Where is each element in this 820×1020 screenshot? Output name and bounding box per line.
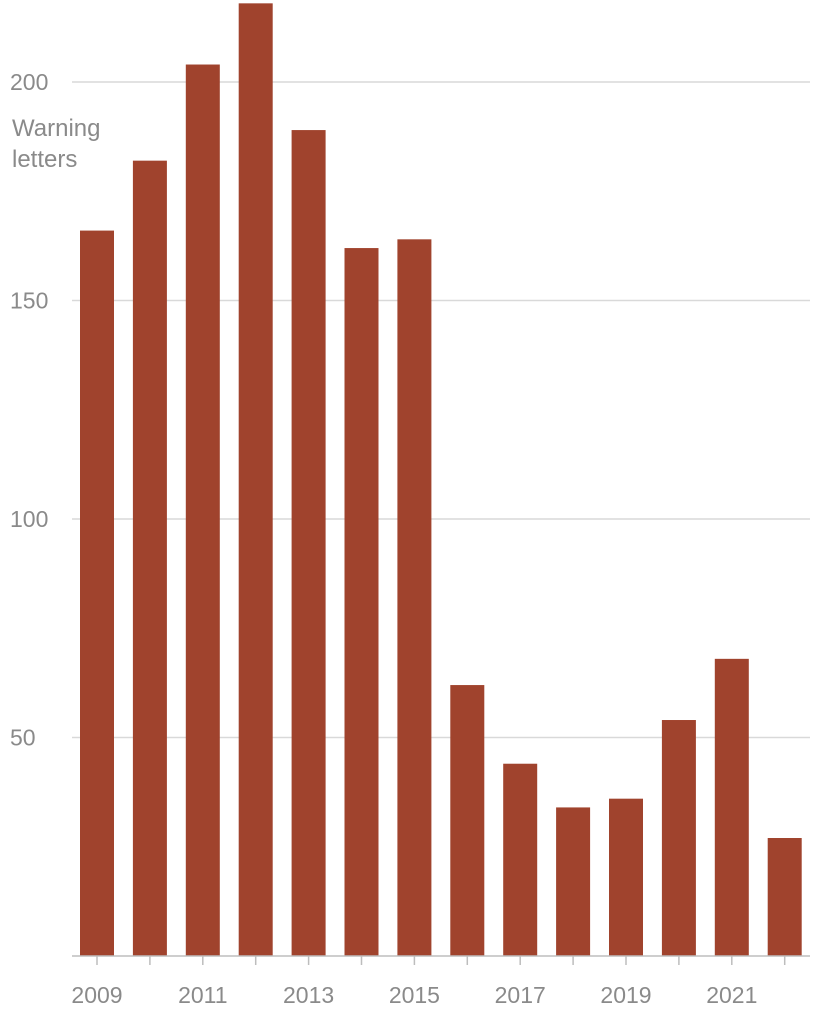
y-axis-ticks: 50 100 150 200 xyxy=(10,69,48,751)
x-tick-label-2019: 2019 xyxy=(600,982,651,1008)
bar-2009 xyxy=(80,230,114,956)
bar-2019 xyxy=(609,798,643,956)
y-tick-label-50: 50 xyxy=(10,725,36,751)
y-tick-label-100: 100 xyxy=(10,506,48,532)
y-axis-title-line-2: letters xyxy=(12,146,77,173)
gridlines xyxy=(72,81,810,739)
bar-2011 xyxy=(185,64,220,956)
y-axis-title: Warning letters xyxy=(12,115,107,173)
bars xyxy=(80,3,802,956)
bar-2010 xyxy=(132,160,167,956)
y-tick-label-200: 200 xyxy=(10,69,48,95)
y-axis-title-line-1: Warning xyxy=(12,115,100,142)
bar-2012 xyxy=(238,3,273,956)
x-tick-label-2011: 2011 xyxy=(178,982,227,1008)
x-tick-label-2013: 2013 xyxy=(283,982,334,1008)
x-tick-label-2009: 2009 xyxy=(71,982,122,1008)
bar-2013 xyxy=(291,130,326,956)
bar-2021 xyxy=(714,658,749,956)
bar-2018 xyxy=(556,807,591,956)
x-tick-label-2015: 2015 xyxy=(389,982,440,1008)
bar-2020 xyxy=(661,720,696,956)
x-axis-ticks: 2009 2011 2013 2015 2017 2019 2021 xyxy=(71,956,786,1008)
y-tick-label-150: 150 xyxy=(10,288,48,314)
bar-2022 xyxy=(767,838,802,956)
bar-2016 xyxy=(450,685,485,956)
x-tick-label-2021: 2021 xyxy=(706,982,757,1008)
bar-2015 xyxy=(397,239,432,956)
bar-2014 xyxy=(344,248,379,956)
x-tick-label-2017: 2017 xyxy=(495,982,546,1008)
bar-2017 xyxy=(503,763,538,956)
